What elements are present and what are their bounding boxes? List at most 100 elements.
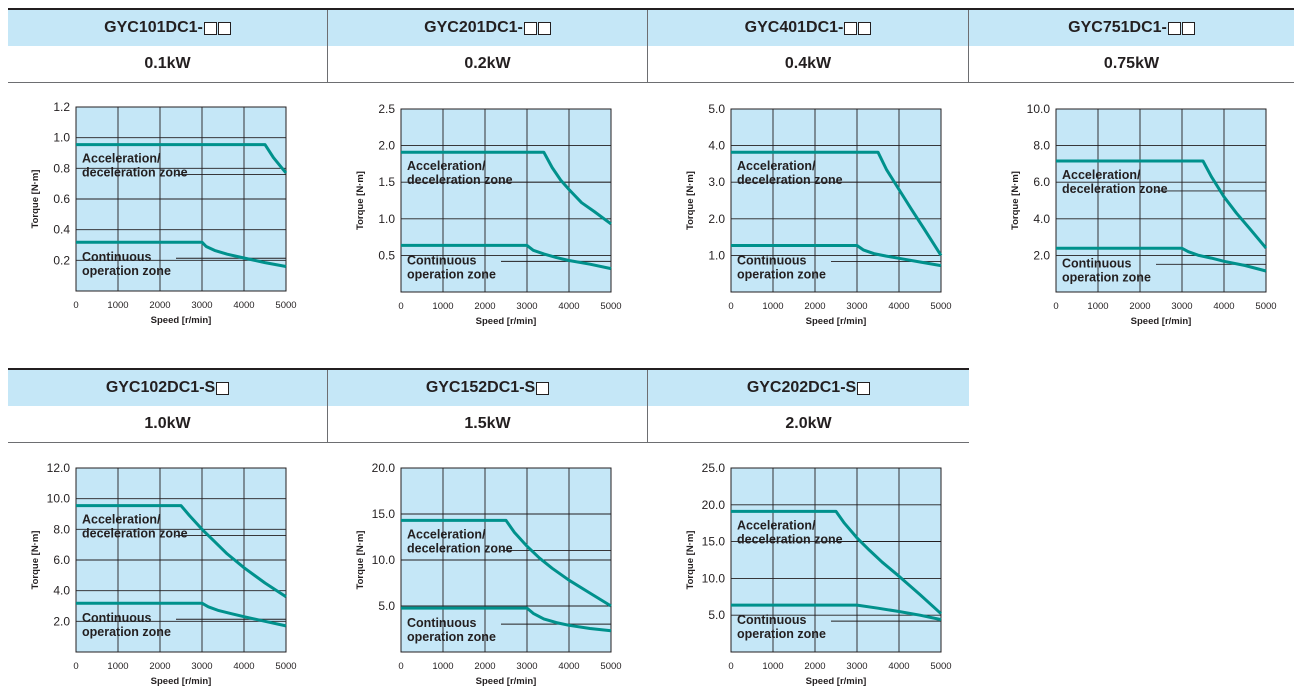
annotation-deceleration-zone: deceleration zone	[737, 532, 843, 546]
y-tick-label: 10.0	[702, 571, 726, 585]
y-tick-label: 10.0	[1027, 102, 1051, 116]
plot-frame	[730, 108, 942, 293]
x-tick-label: 2000	[149, 300, 170, 311]
annotation-acceleration: Acceleration/	[82, 152, 161, 166]
y-axis-label: Torque [N·m]	[685, 171, 696, 230]
annotation-operation-zone: operation zone	[737, 268, 826, 282]
checkbox-icon	[844, 21, 858, 35]
annotation-deceleration-zone: deceleration zone	[82, 527, 188, 541]
annotation-operation-zone: operation zone	[737, 627, 826, 641]
annotation-operation-zone: operation zone	[407, 267, 496, 281]
plot-frame	[730, 467, 942, 653]
annotation-operation-zone: operation zone	[407, 630, 496, 644]
x-tick-label: 1000	[432, 661, 453, 672]
y-tick-label: 8.0	[1033, 139, 1050, 153]
model-name: GYC202DC1-S	[746, 379, 857, 396]
power-cell: 0.2kW	[328, 46, 648, 82]
torque-chart-0.2kw: Acceleration/deceleration zone Continuous…	[355, 102, 622, 327]
x-tick-label: 5000	[275, 661, 296, 672]
y-tick-label: 12.0	[47, 461, 71, 475]
acceleration-curve	[76, 143, 288, 174]
y-tick-label: 10.0	[47, 492, 71, 506]
y-tick-label: 20.0	[702, 498, 726, 512]
model-name: GYC101DC1-	[104, 19, 203, 36]
x-tick-label: 5000	[1255, 301, 1276, 312]
y-tick-label: 15.0	[702, 535, 726, 549]
y-tick-label: 1.0	[378, 212, 395, 226]
model-cell: GYC201DC1-	[328, 10, 648, 46]
x-tick-label: 4000	[1213, 301, 1234, 312]
annotation-acceleration: Acceleration/	[407, 527, 486, 541]
y-tick-label: 2.0	[1033, 248, 1050, 262]
y-tick-label: 0.8	[53, 161, 70, 175]
x-tick-label: 4000	[233, 661, 254, 672]
annotation-continuous: Continuous	[1062, 256, 1131, 270]
x-tick-label: 5000	[275, 300, 296, 311]
acceleration-curve	[401, 150, 612, 226]
plot-frame	[400, 108, 612, 293]
model-cell: GYC751DC1-	[969, 10, 1294, 46]
x-tick-label: 1000	[1087, 301, 1108, 312]
model-name: GYC401DC1-	[744, 19, 844, 36]
continuous-curve	[76, 601, 287, 628]
x-axis-label: Speed [r/min]	[476, 316, 537, 327]
x-tick-label: 3000	[846, 661, 867, 672]
checkbox-icon	[858, 21, 872, 35]
y-tick-label: 1.2	[53, 100, 70, 114]
annotation-acceleration: Acceleration/	[407, 159, 486, 173]
x-tick-label: 5000	[600, 301, 621, 312]
acceleration-curve	[731, 509, 943, 615]
x-tick-label: 3000	[191, 300, 212, 311]
y-tick-label: 0.6	[53, 192, 70, 206]
y-tick-label: 8.0	[53, 522, 70, 536]
checkbox-icon	[1167, 21, 1181, 35]
y-axis-label: Torque [N·m]	[685, 531, 696, 590]
x-tick-label: 0	[728, 661, 733, 672]
annotation-deceleration-zone: deceleration zone	[407, 541, 513, 555]
x-tick-label: 3000	[846, 301, 867, 312]
x-tick-label: 0	[1053, 301, 1058, 312]
y-tick-label: 4.0	[1033, 212, 1050, 226]
x-tick-label: 2000	[474, 301, 495, 312]
continuous-curve	[401, 606, 612, 633]
y-tick-label: 15.0	[372, 507, 396, 521]
x-tick-label: 0	[73, 661, 78, 672]
x-tick-label: 1000	[432, 301, 453, 312]
power-cell: 1.5kW	[328, 406, 648, 442]
annotation-deceleration-zone: deceleration zone	[737, 173, 843, 187]
x-tick-label: 0	[73, 300, 78, 311]
x-axis-label: Speed [r/min]	[151, 676, 212, 687]
annotation-continuous: Continuous	[407, 253, 476, 267]
power-cell: 0.1kW	[8, 46, 328, 82]
y-axis-label: Torque [N·m]	[355, 531, 366, 590]
y-axis-label: Torque [N·m]	[30, 531, 41, 590]
model-header-row-2: GYC102DC1-S GYC152DC1-S GYC202DC1-S	[8, 368, 969, 407]
torque-chart-1.0kw: Acceleration/deceleration zone Continuous…	[30, 461, 297, 687]
x-tick-label: 1000	[107, 300, 128, 311]
y-tick-label: 1.0	[708, 248, 725, 262]
model-cell: GYC401DC1-	[648, 10, 969, 46]
y-tick-label: 1.0	[53, 131, 70, 145]
x-tick-label: 2000	[804, 661, 825, 672]
y-tick-label: 1.5	[378, 175, 395, 189]
annotation-operation-zone: operation zone	[1062, 270, 1151, 284]
torque-chart-0.1kw: Acceleration/deceleration zone Continuous…	[30, 100, 297, 326]
y-tick-label: 2.0	[378, 139, 395, 153]
x-axis-label: Speed [r/min]	[1131, 316, 1192, 327]
x-tick-label: 3000	[1171, 301, 1192, 312]
annotation-continuous: Continuous	[407, 616, 476, 630]
y-axis-label: Torque [N·m]	[30, 170, 41, 229]
annotation-continuous: Continuous	[737, 613, 806, 627]
plot-frame	[75, 106, 287, 292]
acceleration-curve	[1056, 159, 1268, 250]
plot-frame	[1055, 108, 1267, 293]
y-axis-label: Torque [N·m]	[1010, 171, 1021, 230]
annotation-acceleration: Acceleration/	[82, 513, 161, 527]
model-cell: GYC152DC1-S	[328, 370, 648, 406]
annotation-acceleration: Acceleration/	[737, 518, 816, 532]
annotation-acceleration: Acceleration/	[1062, 168, 1141, 182]
y-tick-label: 0.5	[378, 248, 395, 262]
acceleration-curve	[76, 504, 287, 599]
model-name: GYC102DC1-S	[105, 379, 216, 396]
y-tick-label: 20.0	[372, 461, 396, 475]
